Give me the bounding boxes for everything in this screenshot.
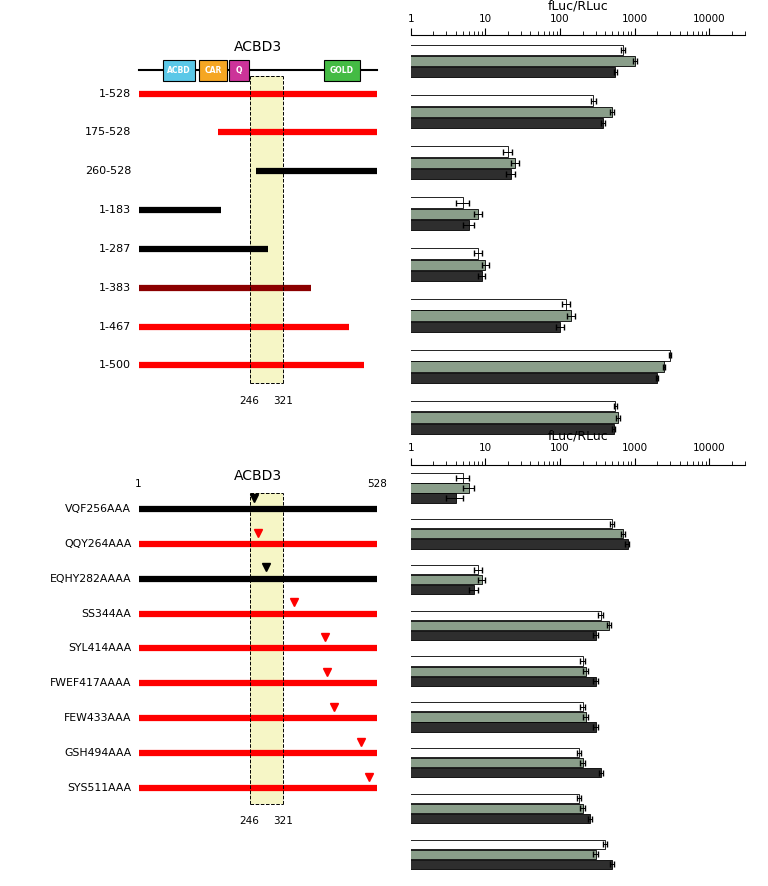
Text: 260-528: 260-528 — [85, 167, 131, 176]
Bar — [0, 585, 474, 595]
Bar — [0, 631, 596, 640]
Bar — [0, 96, 594, 105]
Text: VQF256AAA: VQF256AAA — [65, 504, 131, 514]
Bar — [0, 169, 511, 179]
X-axis label: fLuc/RLuc: fLuc/RLuc — [548, 0, 608, 12]
Bar — [0, 484, 469, 493]
Text: GOLD: GOLD — [329, 66, 353, 75]
FancyBboxPatch shape — [250, 494, 283, 804]
FancyBboxPatch shape — [229, 59, 249, 81]
Bar — [0, 106, 612, 117]
Text: 1-287: 1-287 — [99, 244, 131, 254]
Bar — [0, 722, 596, 732]
Bar — [0, 768, 601, 777]
Bar — [0, 540, 627, 548]
Bar — [0, 666, 586, 676]
Bar — [0, 529, 623, 539]
Text: 246: 246 — [240, 816, 260, 826]
Bar — [0, 804, 583, 813]
Bar — [0, 310, 571, 321]
Bar — [0, 44, 623, 55]
Bar — [0, 748, 579, 758]
Text: EQHY282AAAA: EQHY282AAAA — [50, 573, 131, 584]
Bar — [0, 840, 605, 849]
Bar — [0, 260, 485, 270]
Text: FEW433AAA: FEW433AAA — [64, 713, 131, 723]
Bar — [0, 565, 478, 574]
Bar — [0, 322, 560, 332]
Bar — [0, 703, 583, 711]
Text: 321: 321 — [273, 816, 293, 826]
Bar — [0, 712, 586, 721]
Text: QQY264AAA: QQY264AAA — [64, 539, 131, 548]
Text: ACBD3: ACBD3 — [233, 40, 282, 53]
Bar — [0, 350, 670, 361]
Bar — [0, 677, 596, 686]
Text: SYL414AAA: SYL414AAA — [68, 643, 131, 654]
Text: 175-528: 175-528 — [85, 128, 131, 137]
Bar — [0, 794, 579, 803]
Bar — [0, 814, 590, 823]
Bar — [0, 67, 615, 77]
Text: 528: 528 — [367, 479, 387, 489]
FancyBboxPatch shape — [164, 59, 195, 81]
Text: 1-467: 1-467 — [99, 322, 131, 331]
Text: 1: 1 — [135, 479, 142, 489]
Text: SS344AA: SS344AA — [81, 609, 131, 618]
Bar — [0, 208, 478, 219]
Bar — [0, 220, 469, 230]
Text: ACBD: ACBD — [167, 66, 191, 75]
Bar — [0, 412, 618, 423]
FancyBboxPatch shape — [200, 59, 227, 81]
Bar — [0, 299, 566, 309]
Bar — [0, 519, 612, 528]
Bar — [0, 494, 455, 502]
Bar — [0, 248, 478, 259]
Bar — [0, 271, 482, 281]
Text: CAR: CAR — [204, 66, 222, 75]
Bar — [0, 361, 664, 372]
Text: ACBD3: ACBD3 — [233, 470, 282, 483]
Text: FWEF417AAAA: FWEF417AAAA — [50, 679, 131, 688]
Bar — [0, 473, 463, 483]
Text: GSH494AAA: GSH494AAA — [64, 748, 131, 758]
Bar — [0, 859, 612, 869]
Bar — [0, 575, 482, 584]
Text: 246: 246 — [240, 396, 260, 407]
Text: 1-528: 1-528 — [99, 89, 131, 98]
Bar — [0, 373, 657, 383]
Bar — [0, 850, 596, 859]
Bar — [0, 424, 614, 434]
Text: 1-500: 1-500 — [99, 361, 131, 370]
Bar — [0, 158, 515, 168]
FancyBboxPatch shape — [250, 76, 283, 383]
FancyBboxPatch shape — [323, 59, 359, 81]
Bar — [0, 657, 583, 665]
Bar — [0, 56, 634, 66]
Text: 1-383: 1-383 — [99, 283, 131, 292]
Bar — [0, 401, 615, 411]
Bar — [0, 118, 604, 128]
X-axis label: fLuc/RLuc: fLuc/RLuc — [548, 429, 608, 442]
Bar — [0, 610, 601, 620]
Text: Q: Q — [236, 66, 242, 75]
Text: 321: 321 — [273, 396, 293, 407]
Text: 1-183: 1-183 — [99, 205, 131, 215]
Bar — [0, 146, 508, 157]
Bar — [0, 621, 609, 630]
Text: SYS511AAA: SYS511AAA — [68, 783, 131, 793]
Bar — [0, 758, 583, 767]
Bar — [0, 198, 463, 207]
